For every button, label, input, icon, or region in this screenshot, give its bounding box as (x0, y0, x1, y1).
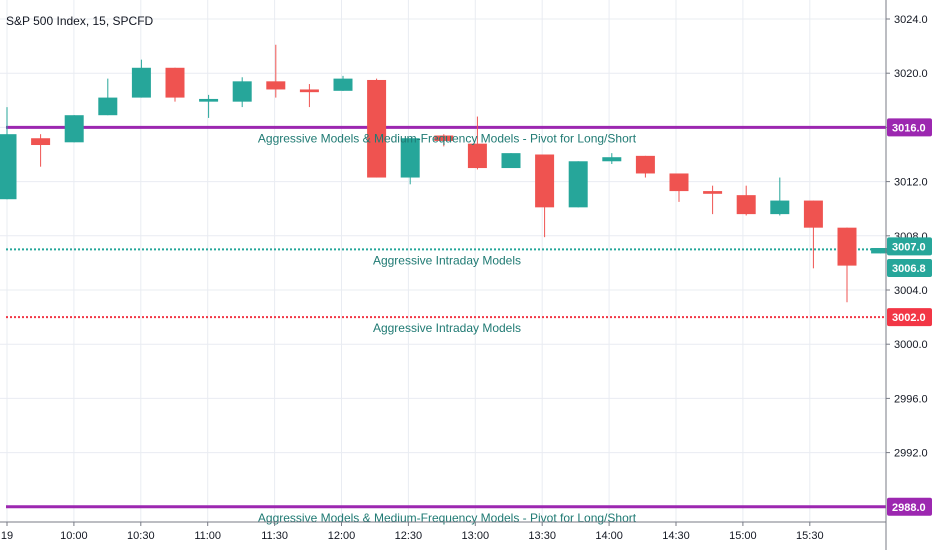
time-tick-label: 14:00 (595, 530, 623, 542)
candle-body-down (535, 154, 555, 208)
candle-body-down (736, 195, 756, 215)
candle-body-down (367, 79, 387, 178)
level-annotation: Aggressive Intraday Models (373, 321, 521, 335)
time-tick-label: 10:30 (127, 530, 155, 542)
price-tick-label: 3024.0 (894, 14, 928, 26)
horizontal-lines-layer (6, 125, 886, 509)
time-tick-label: 13:00 (462, 530, 490, 542)
candle-body-down (31, 138, 51, 146)
candle-body-up (501, 153, 521, 169)
price-tick-label: 2992.0 (894, 448, 928, 460)
time-tick-label: 10:00 (60, 530, 88, 542)
level-price-label-bg (887, 308, 932, 327)
time-tick-label: 11:30 (261, 530, 288, 542)
candle-body-down (467, 143, 487, 169)
price-tick-label: 3000.0 (894, 339, 928, 351)
candle-body-down (669, 173, 689, 192)
candle-body-down (803, 200, 823, 228)
level-price-label-bg (887, 237, 932, 256)
time-tick-label: 11:00 (194, 530, 221, 542)
candle-body-down (434, 135, 454, 141)
candle-body-up (131, 67, 151, 98)
level-price-label: 3007.0 (892, 241, 926, 253)
level-annotation: Aggressive Models & Medium-Frequency Mod… (258, 511, 637, 525)
price-tick-label: 3020.0 (894, 68, 928, 80)
price-labels-layer: 3016.0 3007.0 3002.0 2988.0 3006.8 (887, 118, 932, 516)
candle-body-up (98, 97, 118, 116)
candle-body-up (400, 138, 420, 178)
last-price-label-bg (887, 259, 932, 278)
time-tick-label: 12:00 (328, 530, 356, 542)
candle-body-up (568, 161, 588, 208)
time-tick-label: 13:30 (528, 530, 556, 542)
time-tick-label: 15:00 (729, 530, 757, 542)
candle-body-up (199, 98, 219, 102)
time-tick-label: 15:30 (796, 530, 824, 542)
candle-body-up (333, 78, 353, 91)
level-price-label-bg (887, 497, 932, 516)
candle-body-down (299, 89, 319, 93)
level-price-label: 3002.0 (892, 312, 926, 324)
candle-body-up (64, 115, 84, 143)
price-tick-label: 3012.0 (894, 177, 928, 189)
candle-body-up (0, 134, 17, 200)
level-annotation: Aggressive Intraday Models (373, 253, 521, 267)
candles-layer (0, 44, 891, 303)
level-price-label: 3016.0 (892, 122, 926, 134)
time-axis[interactable]: 19 10:00 10:30 11:00 11:30 12:00 12:30 13:00 13:… (0, 521, 886, 542)
chart-title: S&P 500 Index, 15, SPCFD (6, 14, 154, 28)
candle-body-up (232, 81, 252, 102)
level-price-label-bg (887, 118, 932, 137)
time-tick-label: 12:30 (395, 530, 423, 542)
candle-body-down (837, 227, 857, 266)
price-tick-label: 2996.0 (894, 393, 928, 405)
time-tick-label: 14:30 (662, 530, 690, 542)
annotations-layer: Aggressive Models & Medium-Frequency Mod… (258, 131, 637, 524)
price-tick-label: 3004.0 (894, 285, 928, 297)
candle-body-down (266, 81, 286, 90)
candle-body-up (871, 247, 891, 254)
candle-body-down (703, 191, 723, 194)
candle-body-down (635, 155, 655, 174)
level-price-label: 2988.0 (892, 502, 926, 514)
candle-body-down (165, 67, 185, 98)
candle-body-up (602, 157, 622, 162)
last-price-label: 3006.8 (892, 263, 926, 275)
level-annotation: Aggressive Models & Medium-Frequency Mod… (258, 131, 637, 145)
time-tick-label: 19 (1, 530, 13, 542)
candle-body-up (770, 200, 790, 215)
